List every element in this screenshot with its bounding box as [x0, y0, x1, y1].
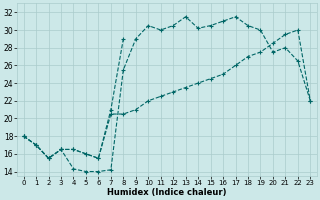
- X-axis label: Humidex (Indice chaleur): Humidex (Indice chaleur): [107, 188, 227, 197]
